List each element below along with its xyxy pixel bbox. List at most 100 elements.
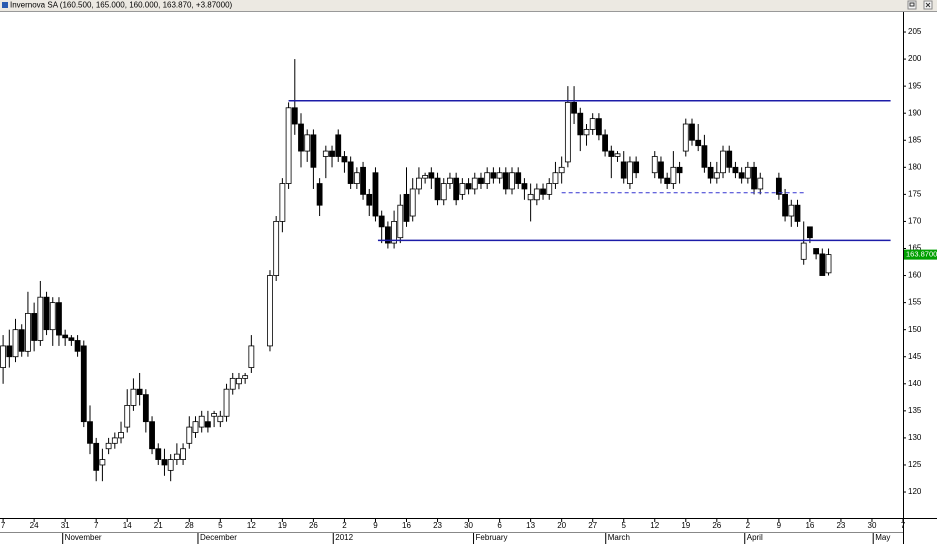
candle-body [236,377,242,385]
candle-body [161,459,168,466]
candle-body [409,188,416,217]
x-tick-label: 14 [123,521,132,530]
candle-body [93,442,100,471]
candle-body [335,134,342,157]
x-tick-label: 26 [712,521,721,530]
candle-body [298,123,304,152]
candle-body [558,166,565,174]
candle-body [577,112,584,136]
candle-body [111,437,118,444]
y-tick-label: 145 [908,352,922,361]
candle-body [682,123,689,152]
x-tick-label: 7 [94,521,99,530]
candle-body [633,161,640,174]
candle-body [267,275,273,347]
candle-body [304,134,311,152]
candle-body [316,183,323,206]
candle-body [422,175,429,179]
candle-body [217,415,224,423]
candle-body [329,150,335,157]
candle-body [322,150,329,157]
candle-body [459,183,466,195]
candle-body [167,459,174,471]
candle-body [273,221,280,276]
restore-icon [909,2,915,7]
x-tick-label: 13 [526,521,535,530]
candle-body [124,405,131,428]
candle-body [378,215,385,228]
candle-body [738,172,745,179]
y-tick-label: 205 [908,27,922,36]
candle-body [627,161,633,184]
candle-body [521,183,528,190]
candle-body [223,388,230,417]
y-tick-label: 195 [908,81,922,90]
candle-body [614,153,621,157]
candle-body [713,172,720,179]
candle-body [595,118,602,136]
candle-body [6,345,13,358]
month-label: November [65,533,102,542]
y-tick-label: 125 [908,460,922,469]
candle-body [540,188,546,195]
candle-body [341,156,348,163]
x-tick-label: 2 [746,521,751,530]
candle-body [291,107,298,125]
candle-body [130,388,137,406]
y-tick-label: 120 [908,487,922,496]
candle-body [509,172,515,190]
window-icon [2,2,8,8]
candle-body [608,150,615,157]
candle-body [670,166,677,184]
y-tick-label: 165 [908,244,922,253]
close-icon [925,2,931,8]
candle-body [18,329,25,352]
x-tick-label: 24 [30,521,39,530]
candle-body [453,177,460,201]
candle-body [186,426,193,444]
candle-body [496,172,503,179]
x-tick-label: 6 [497,521,502,530]
chart-title: Invernova SA (160.500, 165.000, 160.000,… [10,1,233,10]
candle-body [720,150,726,174]
y-tick-label: 150 [908,325,922,334]
candle-body [701,145,708,168]
candle-body [788,204,795,217]
candle-body [285,107,292,184]
candle-body [118,432,124,439]
candle-body [583,129,590,136]
y-tick-label: 170 [908,217,922,226]
candle-body [248,345,255,368]
candle-body [49,302,56,331]
candle-body [80,345,87,423]
candle-body [428,172,435,179]
month-label: March [608,533,630,542]
candle-body [726,150,733,168]
candle-body [74,340,81,352]
candle-body [416,177,422,190]
candle-body [664,177,671,184]
candle-body [397,204,404,239]
candle-body [242,375,249,379]
y-tick-label: 190 [908,108,922,117]
candle-body [800,242,807,260]
candle-body [62,334,69,339]
x-tick-label: 21 [154,521,163,530]
x-tick-label: 5 [621,521,626,530]
y-tick-label: 185 [908,135,922,144]
candle-body [25,313,31,352]
x-tick-label: 28 [185,521,194,530]
window-buttons[interactable] [907,0,933,10]
restore-button[interactable] [907,0,917,10]
candle-body [205,421,211,428]
candle-body [825,254,832,274]
x-tick-label: 9 [373,521,378,530]
month-label: December [200,533,237,542]
x-tick-label: 23 [836,521,845,530]
candle-body [192,421,199,433]
y-tick-label: 130 [908,433,922,442]
x-tick-label: 27 [588,521,597,530]
candle-body [757,177,764,190]
candle-body [12,329,19,358]
